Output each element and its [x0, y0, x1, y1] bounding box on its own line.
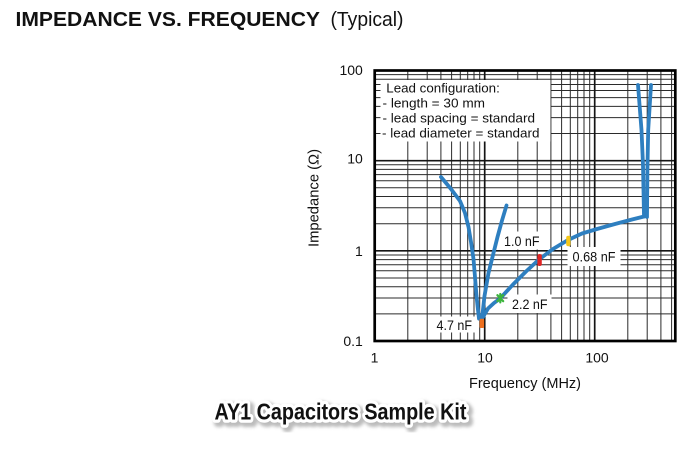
svg-text:1.0 nF: 1.0 nF — [504, 234, 540, 249]
svg-text:10: 10 — [347, 151, 363, 167]
svg-text:100: 100 — [339, 62, 363, 78]
svg-text:1: 1 — [371, 350, 379, 366]
svg-text:Impedance (Ω): Impedance (Ω) — [307, 149, 323, 247]
svg-text:Lead configuration:: Lead configuration: — [386, 81, 500, 96]
svg-text:0.1: 0.1 — [343, 333, 363, 349]
svg-text:- lead spacing = standard: - lead spacing = standard — [383, 110, 536, 125]
svg-text:- lead diameter = standard: - lead diameter = standard — [382, 125, 540, 140]
svg-text:10: 10 — [477, 350, 493, 366]
svg-text:1: 1 — [355, 243, 363, 259]
svg-text:2.2 nF: 2.2 nF — [512, 297, 548, 312]
svg-text:Frequency (MHz): Frequency (MHz) — [469, 376, 581, 392]
svg-text:(Typical): (Typical) — [331, 8, 404, 31]
svg-text:100: 100 — [585, 350, 609, 366]
svg-text:4.7 nF: 4.7 nF — [437, 318, 473, 333]
svg-text:IMPEDANCE VS. FREQUENCY: IMPEDANCE VS. FREQUENCY — [16, 8, 321, 31]
svg-text:0.68 nF: 0.68 nF — [573, 250, 616, 265]
svg-text:AY1 Capacitors Sample Kit: AY1 Capacitors Sample Kit — [217, 401, 469, 427]
svg-text:AY1 Capacitors Sample Kit: AY1 Capacitors Sample Kit — [215, 399, 467, 425]
svg-text:- length = 30 mm: - length = 30 mm — [383, 95, 486, 110]
